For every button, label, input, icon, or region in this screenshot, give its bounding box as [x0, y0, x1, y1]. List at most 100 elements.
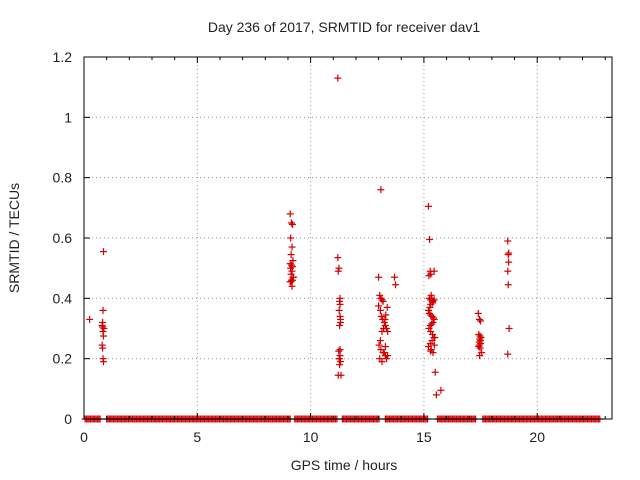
data-point: [334, 267, 342, 275]
grid-layer: [84, 57, 612, 419]
data-point: [477, 317, 485, 325]
data-point: [336, 352, 344, 360]
y-tick-label: 1: [64, 109, 72, 125]
data-point: [335, 347, 343, 355]
x-tick-label: 5: [193, 429, 201, 445]
labels-layer: 0 5 10 15 20 0 0.2 0.4 0.6 0.8 1 1.2: [53, 49, 546, 445]
data-point: [431, 334, 439, 342]
y-tick-label: 0: [64, 411, 72, 427]
data-point: [375, 273, 383, 281]
data-point: [505, 249, 513, 257]
y-axis-label: SRMTID / TECUs: [6, 183, 22, 293]
data-point: [289, 273, 297, 281]
data-point: [380, 318, 388, 326]
data-point: [99, 318, 107, 326]
data-point: [288, 282, 296, 290]
x-tick-label: 0: [80, 429, 88, 445]
data-point: [382, 311, 390, 319]
data-point: [475, 341, 483, 349]
y-tick-label: 0.2: [53, 351, 73, 367]
data-point: [381, 343, 389, 351]
data-point: [375, 341, 383, 349]
data-point: [477, 337, 485, 345]
data-point: [287, 278, 295, 286]
data-point: [437, 386, 445, 394]
data-point: [288, 276, 296, 284]
data-point: [337, 315, 345, 323]
data-point: [504, 281, 512, 289]
data-point: [287, 219, 295, 227]
y-tick-label: 0.4: [53, 290, 73, 306]
data-point: [99, 344, 107, 352]
data-point: [476, 344, 484, 352]
data-point: [426, 236, 434, 244]
data-point: [379, 297, 387, 305]
data-point: [288, 243, 296, 251]
data-point: [430, 315, 438, 323]
data-point: [375, 302, 383, 310]
data-point: [430, 341, 438, 349]
data-point: [376, 355, 384, 363]
data-point: [432, 391, 440, 399]
data-point: [377, 312, 385, 320]
data-point: [381, 315, 389, 323]
data-point: [99, 332, 107, 340]
data-point: [383, 303, 391, 311]
data-point: [426, 321, 434, 329]
data-point: [425, 294, 433, 302]
data-point: [427, 296, 435, 304]
data-point: [336, 300, 344, 308]
data-point: [504, 237, 512, 245]
data-point: [380, 325, 388, 332]
data-point: [336, 346, 344, 354]
data-point: [428, 320, 436, 328]
data-point: [377, 186, 385, 194]
data-point: [383, 355, 391, 363]
data-point: [431, 368, 439, 376]
data-point: [336, 361, 344, 369]
data-point: [99, 306, 107, 314]
data-point: [288, 261, 296, 269]
data-point: [427, 347, 435, 355]
data-point: [425, 272, 433, 280]
data-point: [424, 306, 432, 314]
data-point: [378, 328, 386, 336]
chart-title: Day 236 of 2017, SRMTID for receiver dav…: [208, 19, 481, 35]
data-point: [376, 306, 384, 314]
data-point: [426, 303, 434, 311]
data-point: [390, 273, 398, 281]
data-point: [504, 267, 512, 275]
data-point: [288, 220, 296, 228]
data-point: [334, 74, 342, 82]
x-tick-label: 10: [303, 429, 319, 445]
ticks-layer: [83, 56, 612, 420]
data-point: [287, 251, 295, 259]
data-point: [384, 352, 392, 360]
data-point: [430, 267, 438, 275]
data-point: [86, 315, 94, 323]
data-point: [475, 315, 483, 323]
data-point: [378, 296, 386, 304]
data-point: [286, 210, 294, 218]
y-tick-label: 1.2: [53, 49, 73, 65]
data-point: [99, 248, 107, 256]
data-point: [504, 350, 512, 358]
data-point: [334, 254, 342, 262]
data-point: [505, 258, 513, 266]
data-point: [380, 349, 388, 357]
data-point: [505, 325, 513, 332]
data-point: [337, 358, 345, 366]
data-point: [376, 291, 384, 299]
data-point: [334, 371, 342, 379]
x-tick-label: 15: [416, 429, 432, 445]
data-point: [392, 281, 400, 289]
data-point: [336, 321, 344, 329]
data-point: [335, 306, 343, 314]
x-axis-label: GPS time / hours: [291, 457, 398, 473]
data-point: [335, 355, 343, 363]
data-point: [476, 352, 484, 360]
y-tick-label: 0.8: [53, 170, 73, 186]
data-point: [474, 309, 482, 317]
